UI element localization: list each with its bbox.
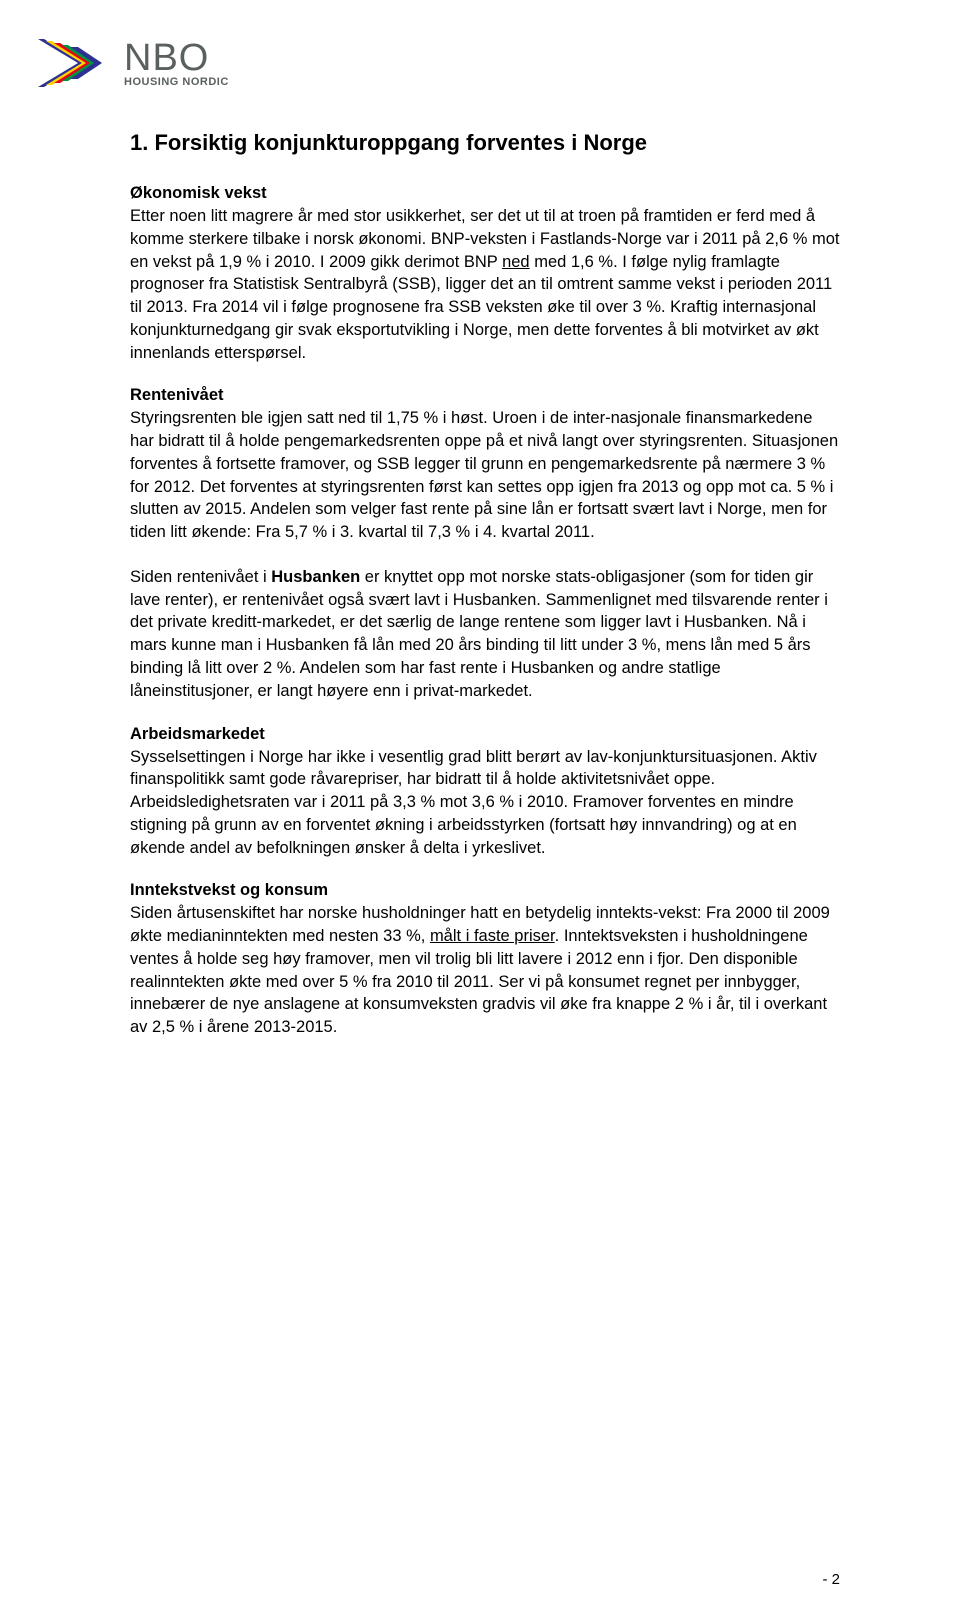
logo-small-text: HOUSING NORDIC — [124, 77, 229, 88]
section-heading: Rentenivået — [130, 386, 840, 405]
sections-container: Økonomisk vekst Etter noen litt magrere å… — [130, 184, 840, 1039]
body-paragraph: Etter noen litt magrere år med stor usik… — [130, 205, 840, 364]
body-paragraph: Siden årtusenskiftet har norske husholdn… — [130, 902, 840, 1039]
document-page: NBO HOUSING NORDIC 1. Forsiktig konjunkt… — [0, 0, 960, 1620]
body-paragraph: Styringsrenten ble igjen satt ned til 1,… — [130, 407, 840, 544]
body-paragraph: Siden rentenivået i Husbanken er knyttet… — [130, 566, 840, 703]
logo-text: NBO HOUSING NORDIC — [124, 39, 229, 88]
section-heading: Inntekstvekst og konsum — [130, 881, 840, 900]
page-title: 1. Forsiktig konjunkturoppgang forventes… — [130, 130, 840, 156]
section-heading: Økonomisk vekst — [130, 184, 840, 203]
page-number: - 2 — [822, 1571, 840, 1588]
nbo-chevrons-icon — [38, 35, 116, 91]
document-content: 1. Forsiktig konjunkturoppgang forventes… — [130, 130, 840, 1039]
section-heading: Arbeidsmarkedet — [130, 725, 840, 744]
body-paragraph: Sysselsettingen i Norge har ikke i vesen… — [130, 746, 840, 860]
nbo-logo: NBO HOUSING NORDIC — [38, 28, 248, 98]
logo-big-text: NBO — [124, 39, 229, 77]
